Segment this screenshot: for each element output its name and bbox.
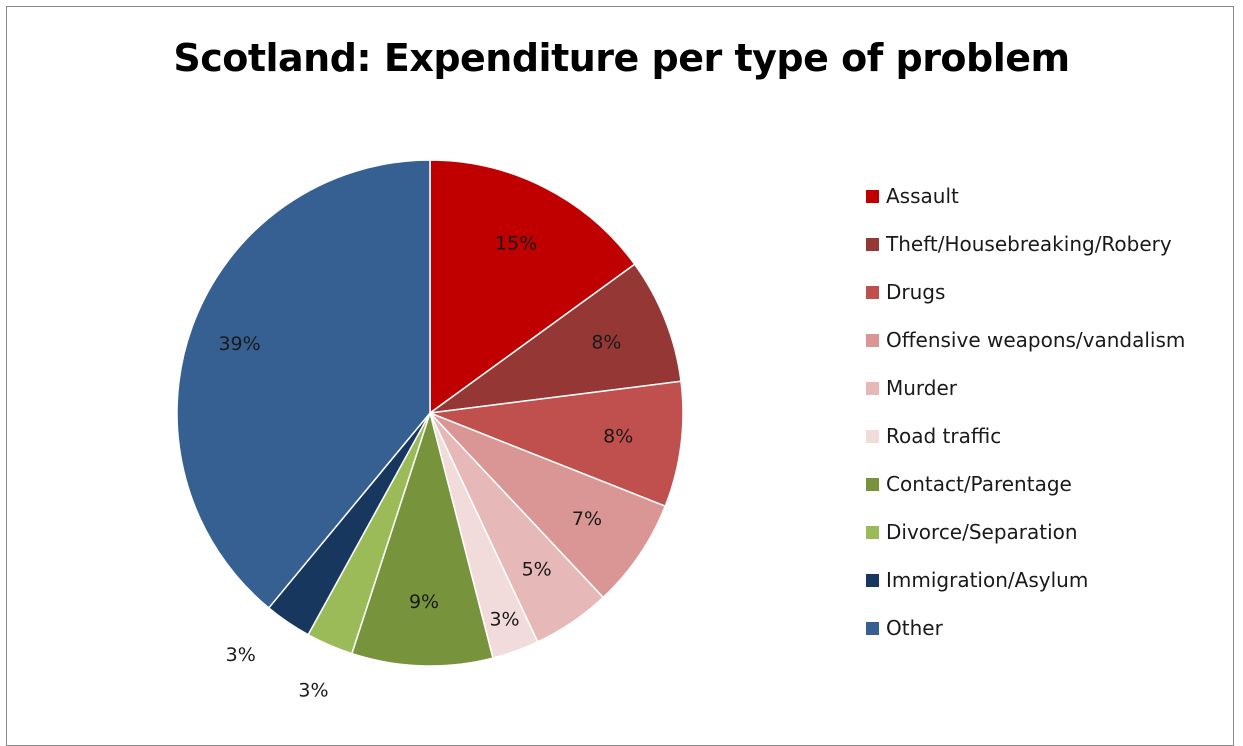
pie-slice-theft-housebreaking-robery bbox=[429, 263, 682, 414]
legend-label: Assault bbox=[886, 184, 959, 208]
slice-data-label: 8% bbox=[603, 425, 633, 447]
legend-swatch bbox=[866, 334, 879, 347]
legend-label: Contact/Parentage bbox=[886, 472, 1072, 496]
pie-slice-assault bbox=[429, 159, 636, 415]
legend-swatch bbox=[866, 478, 879, 491]
legend-label: Murder bbox=[886, 376, 958, 400]
pie-slice-offensive-weapons-vandalism bbox=[429, 412, 667, 599]
slice-data-label: 3% bbox=[298, 680, 328, 702]
pie-slice-other bbox=[176, 159, 431, 609]
legend-swatch bbox=[866, 622, 879, 635]
legend-swatch bbox=[866, 382, 879, 395]
legend-label: Theft/Housebreaking/Robery bbox=[886, 232, 1172, 256]
legend-label: Other bbox=[886, 616, 943, 640]
legend-label: Divorce/Separation bbox=[886, 520, 1078, 544]
legend-swatch bbox=[866, 526, 879, 539]
legend-swatch bbox=[866, 238, 879, 251]
slice-data-label: 7% bbox=[572, 508, 602, 530]
slice-data-label: 5% bbox=[522, 558, 552, 580]
legend-label: Offensive weapons/vandalism bbox=[886, 328, 1186, 352]
legend-swatch bbox=[866, 286, 879, 299]
pie-slice-contact-parentage bbox=[350, 410, 494, 667]
legend-swatch bbox=[866, 430, 879, 443]
legend-label: Immigration/Asylum bbox=[886, 568, 1089, 592]
slice-data-label: 3% bbox=[226, 644, 256, 666]
legend-swatch bbox=[866, 190, 879, 203]
slice-data-label: 8% bbox=[591, 332, 621, 354]
legend-label: Road traffic bbox=[886, 424, 1002, 448]
legend-label: Drugs bbox=[886, 280, 946, 304]
chart-title: Scotland: Expenditure per type of proble… bbox=[173, 36, 1070, 80]
slice-data-label: 3% bbox=[489, 609, 519, 631]
slice-data-label: 15% bbox=[495, 232, 537, 254]
pie-slice-drugs bbox=[429, 380, 684, 508]
slice-data-label: 39% bbox=[218, 333, 260, 355]
legend-swatch bbox=[866, 574, 879, 587]
slice-data-label: 9% bbox=[409, 591, 439, 613]
